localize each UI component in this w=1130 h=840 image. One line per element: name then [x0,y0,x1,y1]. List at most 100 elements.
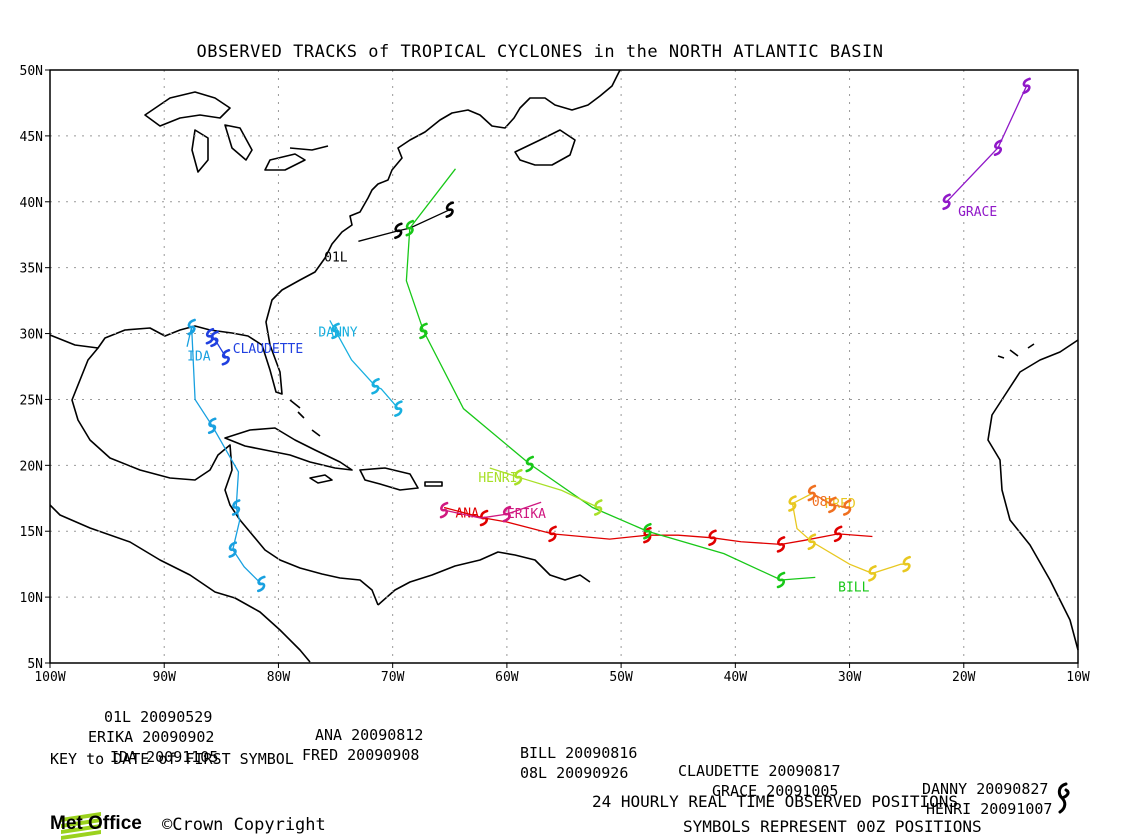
key-erika: ERIKA 20090902 [88,728,215,746]
key-grace: GRACE 20091005 [712,782,839,800]
tropical-cyclone-icon [205,327,215,345]
storm-track-danny: DANNY [318,320,403,417]
met-office-logo [61,812,101,840]
key-08l: 08L 20090926 [520,764,629,782]
storm-track-08l: 08L [807,484,852,516]
lon-tick-label: 50W [609,670,633,685]
storm-track-henri: HENRI [478,467,603,516]
tropical-cyclone-icon [807,533,817,551]
coastlines [49,69,1079,663]
tropical-cyclone-icon [776,536,786,553]
tropical-cyclone-icon [868,565,877,582]
tropical-cyclone-icon [593,499,603,516]
tropical-cyclone-icon [207,417,217,435]
storm-tracks: 01LANABILLCLAUDETTEDANNYERIKAFRED08LGRAC… [186,77,1031,595]
storm-label: ANA [455,507,479,522]
tropical-cyclone-icon [525,455,535,473]
bahamas [289,399,321,437]
lat-tick-label: 15N [20,525,43,540]
tropical-cyclone-icon [788,495,797,512]
key-caption: KEY to DATE of FIRST SYMBOL [50,750,294,768]
tropical-cyclone-icon [228,541,238,558]
cuba [224,427,353,471]
great-lakes [144,91,329,173]
brand-name: Met Office [50,813,142,834]
puerto-rico [424,481,443,487]
footer-line-2: SYMBOLS REPRESENT 00Z POSITIONS [683,817,982,836]
storm-label: CLAUDETTE [233,342,303,357]
tropical-cyclone-icon [548,525,557,543]
storm-label: 08L [812,495,836,510]
tropical-cyclone-icon [371,377,380,395]
storm-track-erika: ERIKA [439,501,546,523]
tropical-cyclone-icon [419,322,428,340]
footer-line-1: 24 HOURLY REAL TIME OBSERVED POSITIONS [592,792,959,811]
tropical-cyclone-icon [231,499,241,516]
storm-track-grace: GRACE [942,77,1031,220]
key-bill: BILL 20090816 [520,744,638,762]
lat-tick-label: 40N [20,196,43,211]
storm-track-01l: 01L [324,201,455,265]
lat-tick-label: 35N [20,262,43,277]
tropical-cyclone-icon [776,571,786,589]
key-claudette: CLAUDETTE 20090817 [678,762,841,780]
key-henri: HENRI 20091007 [926,800,1053,818]
tropical-cyclone-icon [842,499,852,516]
lat-tick-label: 50N [20,64,43,79]
newfoundland [514,129,576,166]
lat-tick-label: 10N [20,591,43,606]
tropical-cyclone-icon [331,322,340,340]
tropical-cyclone-icon [828,496,837,514]
key-danny: DANNY 20090827 [922,780,1049,798]
tropical-cyclone-icon [833,525,843,543]
mexico-coast [49,504,311,663]
storm-label: GRACE [958,205,997,220]
lat-tick-label: 5N [27,657,43,672]
tropical-cyclone-icon [942,193,951,211]
tropical-cyclone-icon [643,522,652,540]
storm-track-claudette: CLAUDETTE [205,327,303,366]
storm-track-ana: ANA [443,507,873,553]
tropical-cyclone-icon [1057,782,1070,814]
storm-label: DANNY [318,325,357,340]
tropical-cyclone-icon [257,575,266,593]
storm-label: 01L [324,250,348,265]
south-america-coast [377,551,591,606]
key-row-1: 01L 20090529 ANA 20090812 BILL 20090816 … [80,690,1048,798]
tropical-cyclone-icon [708,529,717,547]
key-row-3: IDA 20091105 [80,730,218,766]
storm-label: ERIKA [507,507,546,522]
key-ana: ANA 20090812 [315,726,424,744]
tropical-cyclone-icon [1022,77,1031,95]
lon-tick-label: 60W [495,670,519,685]
north-america-coast [49,69,621,395]
tropical-cyclone-icon [445,201,455,218]
hispaniola [359,467,419,491]
key-fred: FRED 20090908 [302,746,420,764]
lon-tick-label: 90W [152,670,176,685]
lon-tick-label: 40W [724,670,748,685]
key-row-2: ERIKA 20090902 FRED 20090908 08L 2009092… [80,710,1052,818]
storm-label: BILL [838,580,869,595]
storm-label: IDA [187,350,211,365]
map-frame [49,69,1079,664]
lon-tick-label: 80W [267,670,291,685]
lat-tick-label: 30N [20,328,43,343]
tropical-cyclone-icon [394,222,403,240]
lat-tick-label: 25N [20,393,43,408]
lon-tick-label: 100W [34,670,65,685]
tropical-cyclone-icon [902,555,911,573]
tropical-cyclone-icon [187,318,196,336]
storm-track-bill: BILL [405,168,870,595]
lon-tick-label: 30W [838,670,862,685]
gulf-west [71,347,379,606]
copyright: ©Crown Copyright [162,815,326,835]
map-title: OBSERVED TRACKS of TROPICAL CYCLONES in … [196,42,884,62]
tropical-cyclone-icon [439,501,449,519]
tropical-cyclone-icon [405,219,415,237]
key-ida: IDA 20091105 [110,748,219,766]
lat-tick-label: 45N [20,130,43,145]
tropical-cyclone-icon [993,139,1003,157]
